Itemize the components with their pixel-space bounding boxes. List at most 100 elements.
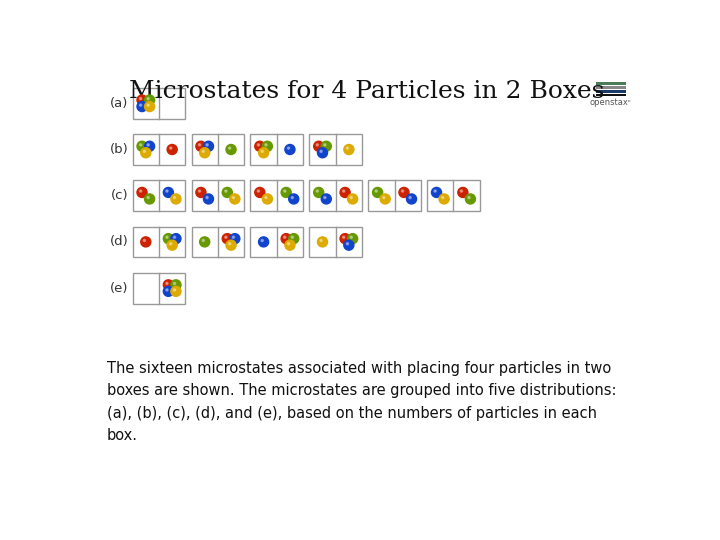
Circle shape bbox=[163, 286, 174, 296]
Circle shape bbox=[230, 194, 240, 204]
Circle shape bbox=[143, 239, 145, 241]
Circle shape bbox=[199, 148, 210, 158]
Circle shape bbox=[324, 197, 326, 199]
Circle shape bbox=[140, 144, 142, 146]
Circle shape bbox=[167, 240, 177, 250]
Circle shape bbox=[261, 239, 264, 241]
Circle shape bbox=[222, 187, 233, 198]
Circle shape bbox=[314, 141, 324, 151]
Circle shape bbox=[140, 104, 142, 106]
Circle shape bbox=[174, 289, 176, 291]
Circle shape bbox=[163, 234, 174, 244]
Circle shape bbox=[202, 150, 204, 152]
Circle shape bbox=[348, 234, 358, 244]
Circle shape bbox=[399, 187, 409, 198]
Circle shape bbox=[228, 147, 230, 149]
Circle shape bbox=[199, 190, 201, 192]
Circle shape bbox=[318, 237, 328, 247]
Text: (d): (d) bbox=[110, 235, 129, 248]
Circle shape bbox=[321, 194, 331, 204]
Text: openstaxᶜ: openstaxᶜ bbox=[590, 98, 631, 107]
Circle shape bbox=[265, 144, 267, 146]
Circle shape bbox=[281, 234, 291, 244]
Circle shape bbox=[170, 147, 172, 149]
Bar bbox=[596, 93, 626, 96]
Circle shape bbox=[199, 144, 201, 146]
Circle shape bbox=[141, 148, 150, 158]
Circle shape bbox=[171, 286, 181, 296]
Circle shape bbox=[289, 234, 299, 244]
Circle shape bbox=[206, 197, 208, 199]
Circle shape bbox=[346, 242, 348, 245]
Circle shape bbox=[174, 236, 176, 238]
Text: (c): (c) bbox=[111, 189, 128, 202]
Circle shape bbox=[145, 102, 155, 112]
Circle shape bbox=[468, 197, 470, 199]
Circle shape bbox=[375, 190, 377, 192]
Bar bbox=[251, 180, 303, 211]
Bar bbox=[192, 180, 244, 211]
Circle shape bbox=[316, 144, 318, 146]
Bar bbox=[251, 134, 303, 165]
Bar bbox=[192, 226, 244, 257]
Circle shape bbox=[140, 98, 142, 100]
Circle shape bbox=[196, 141, 206, 151]
Circle shape bbox=[196, 187, 206, 198]
Circle shape bbox=[261, 150, 264, 152]
Circle shape bbox=[407, 194, 417, 204]
Bar bbox=[310, 226, 362, 257]
Circle shape bbox=[402, 190, 404, 192]
Bar bbox=[132, 226, 185, 257]
Circle shape bbox=[439, 194, 449, 204]
Circle shape bbox=[174, 197, 176, 199]
Bar bbox=[427, 180, 480, 211]
Circle shape bbox=[324, 144, 326, 146]
Bar bbox=[310, 134, 362, 165]
Circle shape bbox=[350, 197, 352, 199]
Circle shape bbox=[167, 145, 177, 154]
Circle shape bbox=[137, 141, 147, 151]
Circle shape bbox=[137, 187, 147, 198]
Circle shape bbox=[285, 240, 295, 250]
Text: Microstates for 4 Particles in 2 Boxes: Microstates for 4 Particles in 2 Boxes bbox=[129, 80, 604, 103]
Circle shape bbox=[141, 237, 150, 247]
Circle shape bbox=[321, 141, 331, 151]
Circle shape bbox=[441, 197, 444, 199]
Circle shape bbox=[316, 190, 318, 192]
Circle shape bbox=[343, 236, 345, 238]
Circle shape bbox=[257, 144, 259, 146]
Circle shape bbox=[284, 190, 286, 192]
Circle shape bbox=[382, 197, 385, 199]
Circle shape bbox=[226, 240, 236, 250]
Circle shape bbox=[287, 147, 289, 149]
Circle shape bbox=[147, 197, 149, 199]
Bar bbox=[132, 180, 185, 211]
Bar bbox=[132, 88, 185, 119]
Circle shape bbox=[204, 141, 214, 151]
Circle shape bbox=[409, 197, 411, 199]
Circle shape bbox=[291, 236, 294, 238]
Circle shape bbox=[284, 236, 286, 238]
Circle shape bbox=[166, 190, 168, 192]
Circle shape bbox=[289, 194, 299, 204]
Circle shape bbox=[291, 197, 294, 199]
Bar bbox=[310, 180, 362, 211]
Circle shape bbox=[171, 280, 181, 290]
Circle shape bbox=[137, 95, 147, 105]
Bar bbox=[251, 226, 303, 257]
Circle shape bbox=[147, 104, 149, 106]
Circle shape bbox=[163, 280, 174, 290]
Circle shape bbox=[233, 197, 235, 199]
Bar bbox=[192, 134, 244, 165]
Circle shape bbox=[340, 234, 350, 244]
Circle shape bbox=[434, 190, 436, 192]
Circle shape bbox=[222, 234, 233, 244]
Circle shape bbox=[206, 144, 208, 146]
Circle shape bbox=[344, 145, 354, 154]
Circle shape bbox=[350, 236, 352, 238]
Bar bbox=[132, 134, 185, 165]
Circle shape bbox=[281, 187, 291, 198]
Circle shape bbox=[257, 190, 259, 192]
Circle shape bbox=[145, 194, 155, 204]
Circle shape bbox=[343, 190, 345, 192]
